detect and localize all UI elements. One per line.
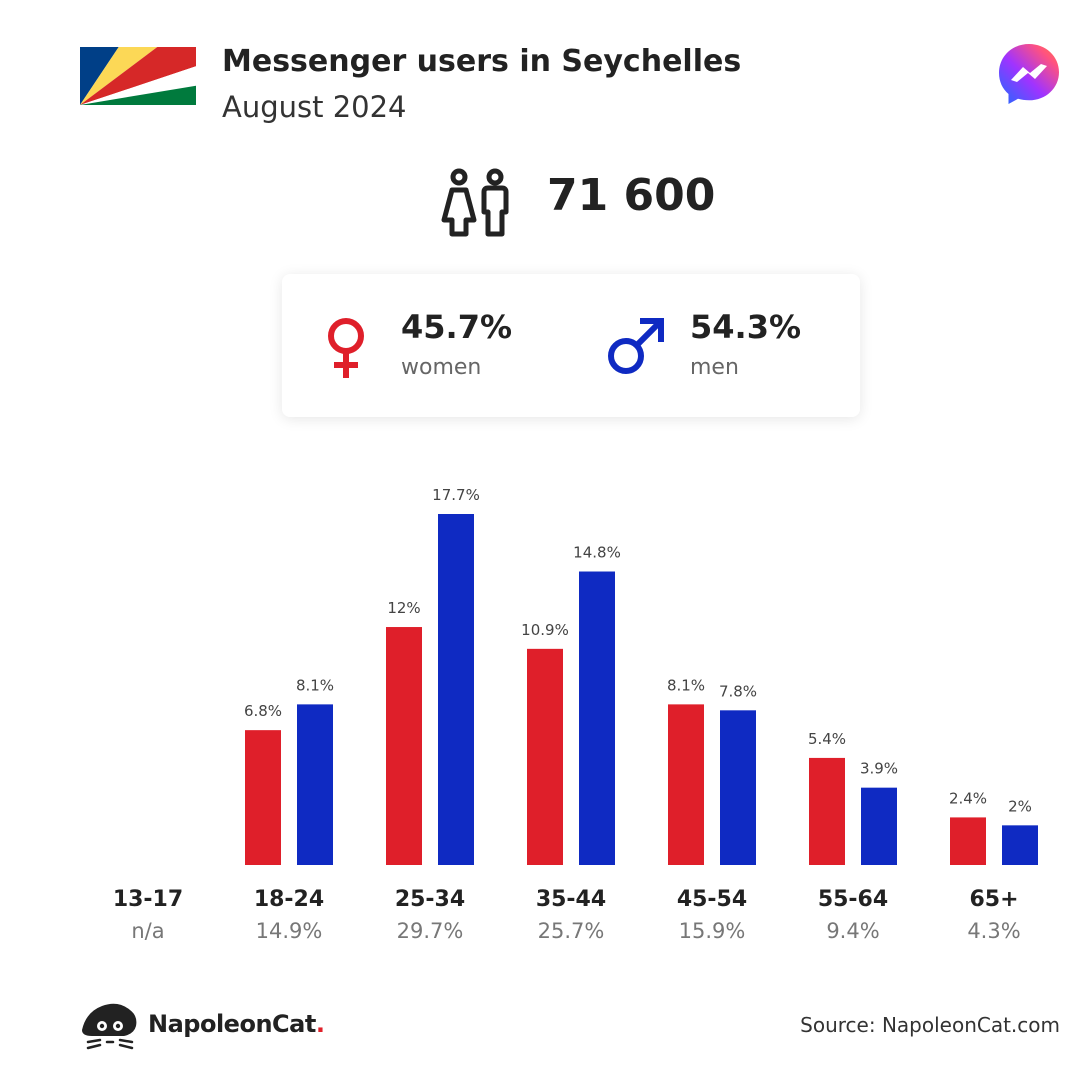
bar-women: [950, 817, 986, 865]
bar-value-label: 2%: [1008, 797, 1032, 815]
age-group-share: 15.9%: [679, 919, 746, 943]
women-label: women: [401, 355, 482, 380]
total-users-value: 71 600: [547, 170, 716, 221]
age-group-share: 14.9%: [256, 919, 323, 943]
age-group-share: 9.4%: [826, 919, 879, 943]
age-group-label: 18-24: [254, 887, 324, 912]
men-label: men: [690, 355, 739, 380]
bar-women: [668, 704, 704, 865]
seychelles-flag-icon: [80, 47, 196, 105]
age-group-label: 65+: [969, 887, 1018, 912]
women-percentage: 45.7%: [401, 308, 513, 346]
bar-men: [1002, 825, 1038, 865]
age-gender-bar-chart: 13-17 n/a 6.8% 8.1% 18-24 14.9% 12% 17.7% 25-34 2…: [113, 486, 1038, 943]
bar-value-label: 2.4%: [949, 789, 987, 807]
messenger-icon: [999, 44, 1059, 104]
age-group-share: 4.3%: [967, 919, 1020, 943]
bar-men: [438, 514, 474, 865]
bar-men: [861, 787, 897, 865]
age-group-label: 55-64: [818, 887, 888, 912]
male-symbol-icon: [608, 318, 664, 374]
bar-women: [809, 757, 845, 865]
age-group-share: n/a: [131, 919, 164, 943]
age-group-label: 45-54: [677, 887, 747, 912]
bar-value-label: 7.8%: [719, 682, 757, 700]
brand-dot: .: [315, 1010, 325, 1038]
brand-name-text: NapoleonCat: [148, 1010, 316, 1038]
bar-value-label: 17.7%: [432, 486, 480, 504]
men-percentage: 54.3%: [690, 308, 802, 346]
bar-men: [579, 571, 615, 865]
bar-value-label: 5.4%: [808, 730, 846, 748]
brand-name: NapoleonCat.: [148, 1010, 325, 1038]
bar-women: [245, 730, 281, 865]
bar-women: [386, 627, 422, 865]
source-note: Source: NapoleonCat.com: [800, 1013, 1060, 1037]
people-icon: [441, 168, 509, 237]
bar-value-label: 12%: [387, 599, 420, 617]
bar-value-label: 10.9%: [521, 621, 569, 639]
age-group-label: 13-17: [113, 887, 183, 912]
bar-value-label: 6.8%: [244, 702, 282, 720]
age-group-label: 35-44: [536, 887, 606, 912]
bar-value-label: 8.1%: [667, 676, 705, 694]
gender-split-card: 45.7% women 54.3% men: [282, 274, 860, 417]
age-group-share: 29.7%: [397, 919, 464, 943]
bar-men: [297, 704, 333, 865]
bar-value-label: 8.1%: [296, 676, 334, 694]
bar-men: [720, 710, 756, 865]
chart-subtitle: August 2024: [222, 90, 407, 124]
female-symbol-icon: [328, 318, 364, 378]
bar-women: [527, 648, 563, 865]
age-group-label: 25-34: [395, 887, 465, 912]
chart-title: Messenger users in Seychelles: [222, 44, 742, 79]
napoleoncat-logo-icon: [82, 1003, 137, 1050]
bar-value-label: 3.9%: [860, 760, 898, 778]
bar-value-label: 14.8%: [573, 544, 621, 562]
age-group-share: 25.7%: [538, 919, 605, 943]
